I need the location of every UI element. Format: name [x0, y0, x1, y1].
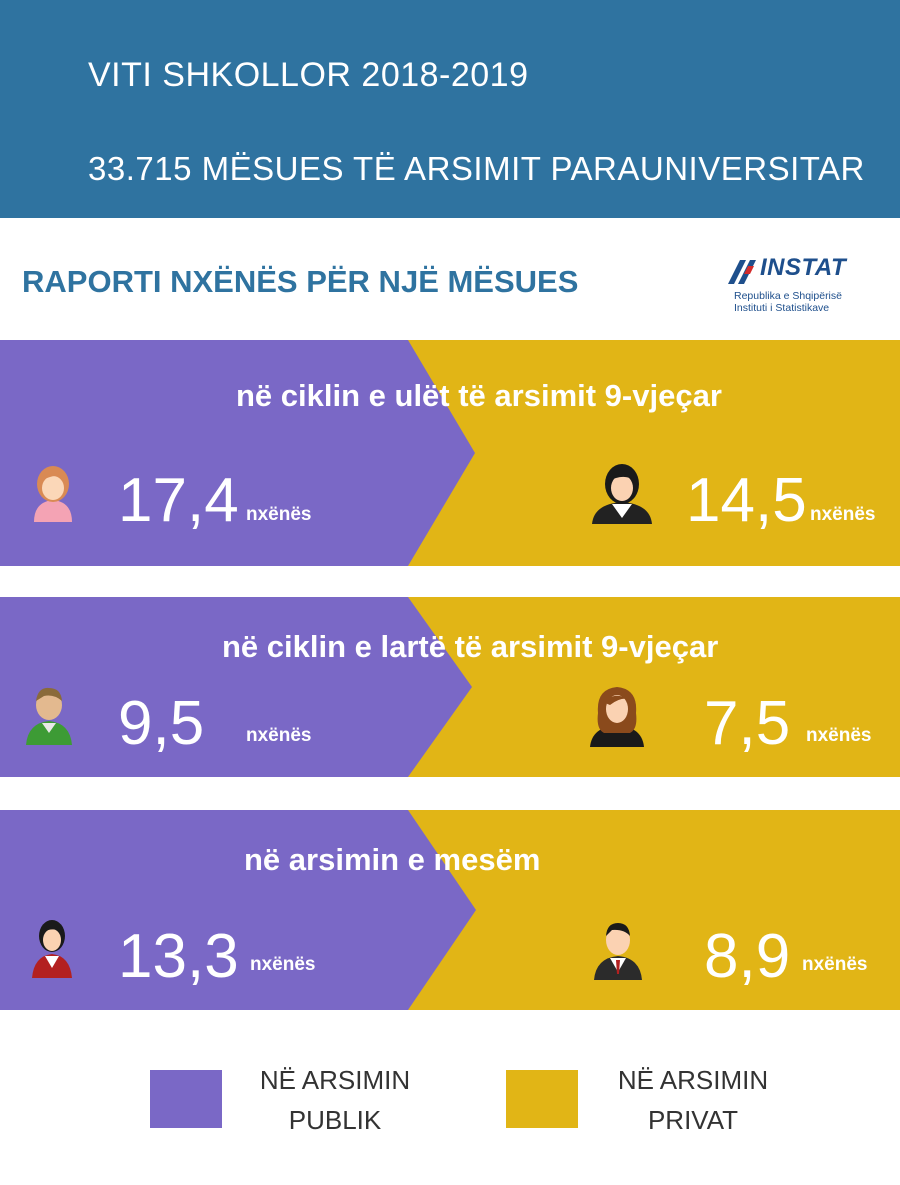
- school-year-title: VITI SHKOLLOR 2018-2019: [88, 56, 529, 94]
- boy-student-icon: [26, 687, 72, 745]
- header-banner: VITI SHKOLLOR 2018-2019 33.715 MËSUES TË…: [0, 0, 900, 218]
- logo-name: INSTAT: [760, 254, 847, 281]
- instat-logo: INSTAT Republika e Shqipërisë Instituti …: [726, 254, 871, 316]
- legend-private-swatch: [506, 1070, 578, 1128]
- teachers-count-title: 33.715 MËSUES TË ARSIMIT PARAUNIVERSITAR: [88, 150, 865, 187]
- public-unit: nxënës: [246, 725, 312, 746]
- category-label: në ciklin e lartë të arsimit 9-vjeçar: [222, 629, 719, 664]
- public-value: 13,3: [118, 922, 239, 991]
- private-unit: nxënës: [802, 954, 868, 975]
- public-value: 17,4: [118, 466, 239, 535]
- legend-public-label: NË ARSIMIN PUBLIK: [259, 1065, 411, 1135]
- private-unit: nxënës: [806, 725, 872, 746]
- private-value: 14,5: [686, 466, 807, 535]
- panel-background: [0, 810, 900, 1010]
- private-unit: nxënës: [810, 504, 876, 525]
- public-value: 9,5: [118, 689, 205, 758]
- panel-background: [0, 597, 900, 777]
- woman-student-icon: [592, 464, 652, 524]
- public-unit: nxënës: [246, 504, 312, 525]
- logo-line-2: Instituti i Statistikave: [734, 302, 830, 314]
- public-section: [0, 340, 475, 566]
- man-suit-icon: [594, 923, 642, 980]
- public-section: [0, 597, 472, 777]
- private-value: 8,9: [704, 922, 791, 991]
- private-value: 7,5: [704, 689, 791, 758]
- woman-suit-icon: [32, 920, 72, 978]
- public-unit: nxënës: [250, 954, 316, 975]
- category-label: në ciklin e ulët të arsimit 9-vjeçar: [236, 378, 722, 413]
- legend-public-swatch: [150, 1070, 222, 1128]
- ratio-panel-lower-cycle: në ciklin e ulët të arsimit 9-vjeçar 17,…: [0, 340, 900, 566]
- public-section: [0, 810, 476, 1010]
- ratio-panel-upper-cycle: në ciklin e lartë të arsimit 9-vjeçar 9,…: [0, 597, 900, 777]
- chart-title: RAPORTI NXËNËS PËR NJË MËSUES: [22, 264, 579, 299]
- panel-background: [0, 340, 900, 566]
- instat-logo-icon: [728, 260, 756, 284]
- girl-longhair-icon: [590, 687, 644, 747]
- girl-student-icon: [34, 466, 72, 522]
- ratio-panel-secondary: në arsimin e mesëm 13,3 nxënës 8,9 nxënë…: [0, 810, 900, 1010]
- logo-line-1: Republika e Shqipërisë: [734, 290, 842, 302]
- legend-private-label: NË ARSIMIN PRIVAT: [617, 1065, 769, 1135]
- category-label: në arsimin e mesëm: [244, 842, 541, 877]
